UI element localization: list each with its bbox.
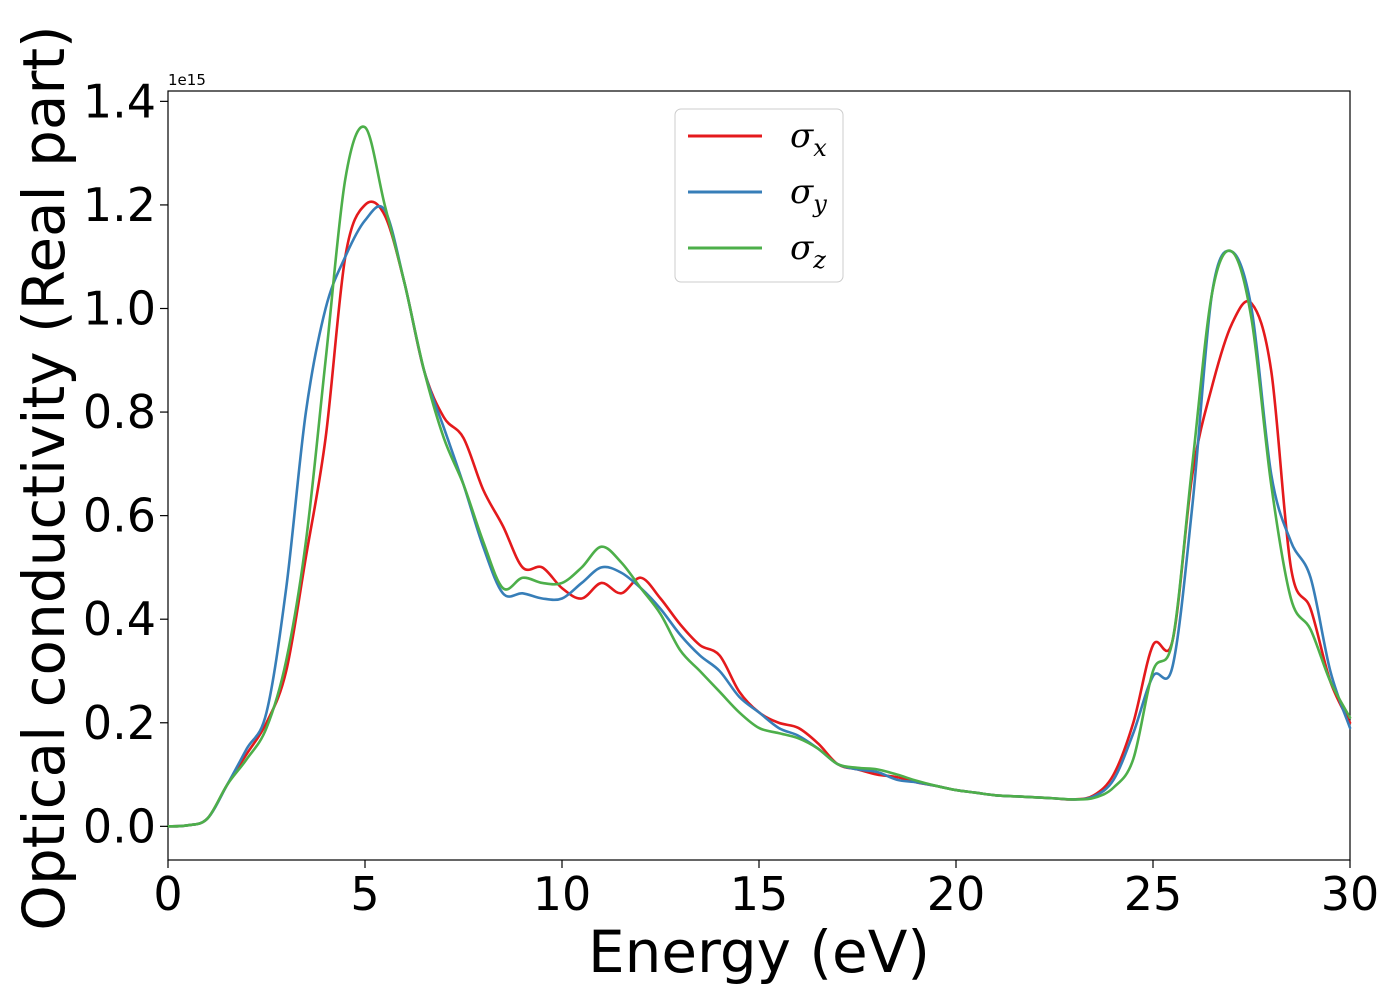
x-tick-label: 15 (730, 867, 789, 921)
series-line-z (166, 125, 1352, 828)
y-axis-ticks: 0.0 0.2 0.4 0.6 0.8 1.0 1.2 1.4 (83, 74, 168, 853)
legend-symbol: σ (790, 172, 814, 212)
legend-label-z: σz (790, 228, 826, 274)
y-tick-label: 1.4 (83, 74, 156, 128)
y-tick-label: 0.0 (83, 799, 156, 853)
legend-label-x: σx (790, 116, 827, 162)
y-tick-label: 1.0 (83, 281, 156, 335)
x-axis-ticks: 0 5 10 15 20 25 30 (153, 860, 1379, 921)
y-tick-label: 1.2 (83, 178, 156, 232)
x-tick-label: 30 (1321, 867, 1380, 921)
y-tick-label: 0.4 (83, 592, 156, 646)
y-offset-label: 1e15 (168, 71, 206, 89)
legend-subscript: x (813, 134, 827, 162)
x-tick-label: 20 (927, 867, 986, 921)
x-tick-label: 0 (153, 867, 182, 921)
y-tick-label: 0.2 (83, 696, 156, 750)
x-tick-label: 25 (1124, 867, 1183, 921)
legend-label-y: σy (790, 172, 827, 218)
legend-box (674, 108, 844, 283)
y-tick-label: 0.8 (83, 385, 156, 439)
legend-subscript: y (812, 190, 827, 218)
x-tick-label: 5 (350, 867, 379, 921)
series-line-y (166, 204, 1352, 828)
legend-subscript: z (812, 246, 826, 274)
y-tick-label: 0.6 (83, 489, 156, 543)
x-axis-title: Energy (eV) (588, 918, 930, 986)
series-layer (166, 125, 1352, 828)
y-axis-title: Optical conductivity (Real part) (10, 25, 78, 930)
x-tick-label: 10 (533, 867, 592, 921)
legend-symbol: σ (790, 228, 814, 268)
legend-symbol: σ (790, 116, 814, 156)
